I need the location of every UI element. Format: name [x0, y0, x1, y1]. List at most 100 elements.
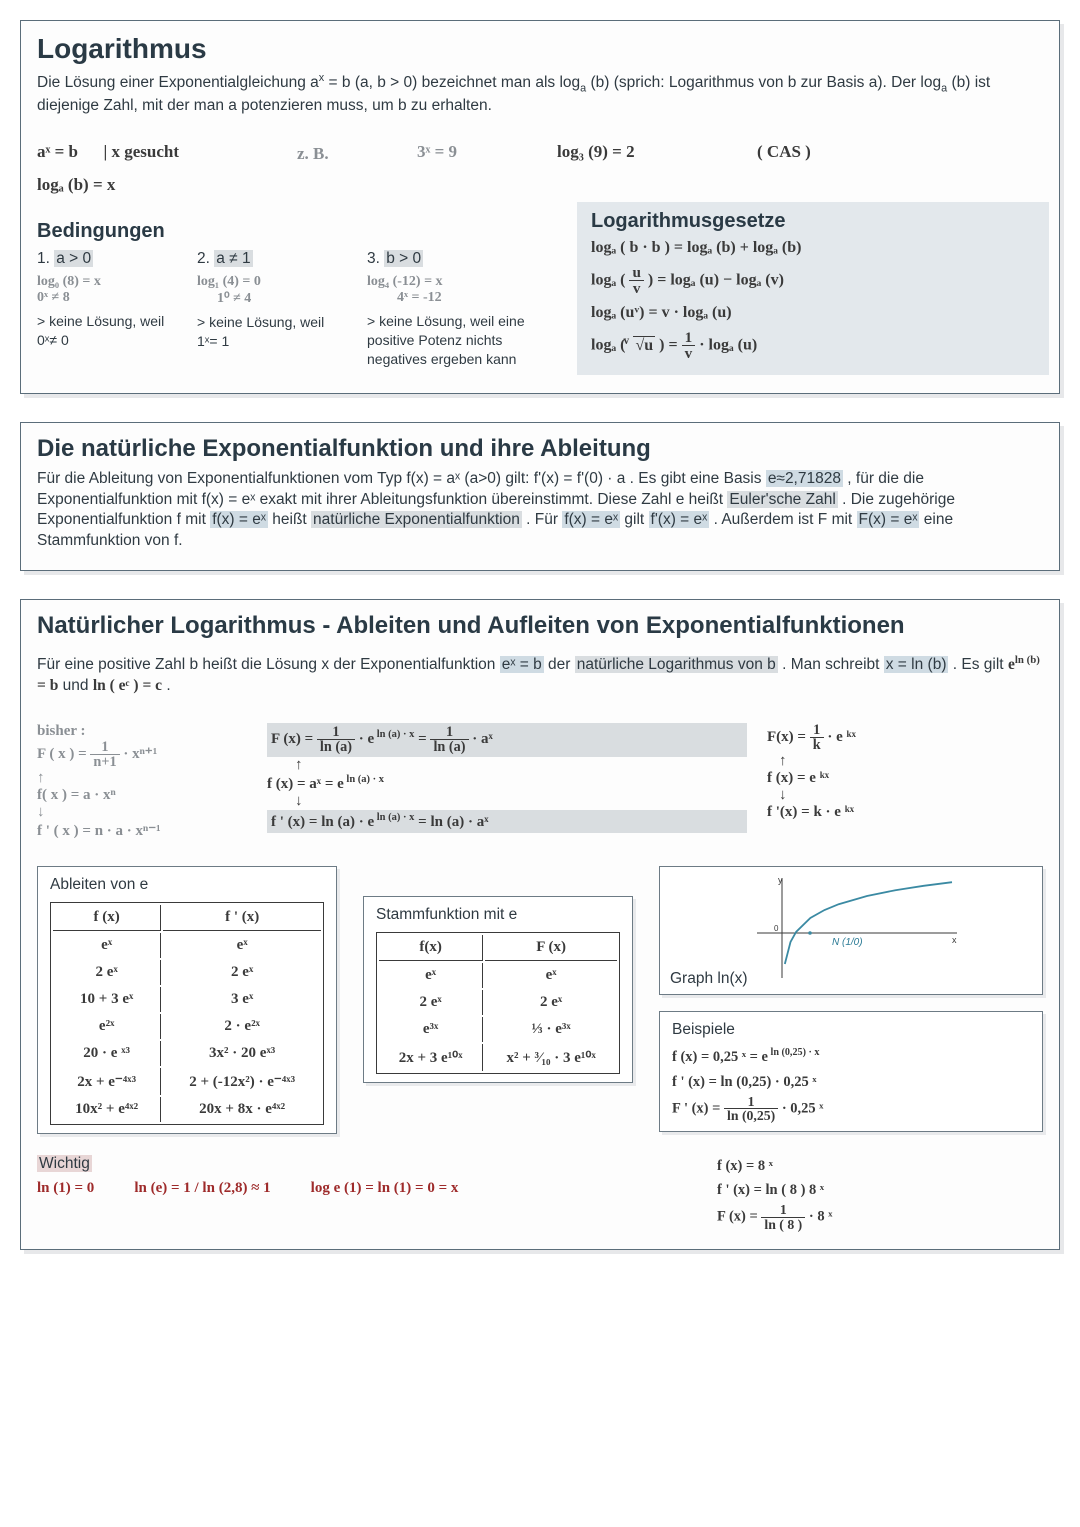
eq: log₁ (4) = 0 [197, 274, 367, 290]
panel-natuerliche-exp: Die natürliche Exponentialfunktion und i… [20, 422, 1060, 572]
txt: · xⁿ⁺¹ [123, 746, 157, 762]
txt: u [644, 337, 653, 354]
laws-block: Logarithmusgesetze logₐ ( b · b ) = logₐ… [577, 202, 1049, 375]
bed-col-1: 1. a > 0 log₀ (8) = x 0ˣ ≠ 8 > keine Lös… [37, 249, 197, 369]
bed-col-2: 2. a ≠ 1 log₁ (4) = 0 1⁰ ≠ 4 > keine Lös… [197, 249, 367, 369]
panel-logarithmus: Logarithmus Die Lösung einer Exponential… [20, 20, 1060, 394]
eq: ln (1) = 0 [37, 1180, 94, 1197]
arrow-down-icon [37, 804, 247, 821]
txt: 3. [367, 250, 380, 267]
table-cell: 20x + 8x · e⁴ˣ² [163, 1097, 321, 1122]
svg-text:x: x [952, 935, 957, 945]
table-stamm-box: Stammfunktion mit e f(x)F (x) eˣeˣ2 eˣ2 … [363, 896, 633, 1083]
txt: F(x) = eˣ [857, 511, 920, 528]
table-stamm: f(x)F (x) eˣeˣ2 eˣ2 eˣe³ˣ⅓ · e³ˣ2x + 3 e… [376, 932, 620, 1074]
law: logₐ ( b · b ) = logₐ (b) + logₐ (b) [591, 239, 1039, 257]
table-cell: x² + ³⁄₁₀ · 3 e¹⁰ˣ [485, 1044, 617, 1071]
col-header: f(x) [379, 935, 483, 961]
eq: log₀ (8) = x [37, 274, 197, 290]
txt: f(x) = eˣ [562, 511, 620, 528]
eq: 1⁰ ≠ 4 [197, 290, 367, 307]
table-cell: ⅓ · e³ˣ [485, 1017, 617, 1042]
eq: ( CAS ) [757, 142, 811, 195]
txt: 1 [317, 725, 355, 740]
bedingungen-title: Bedingungen [37, 220, 577, 243]
txt: . Es gilt [953, 656, 1008, 673]
txt: = b [37, 677, 58, 694]
law: logₐ ( uv ) = logₐ (u) − logₐ (v) [591, 265, 1039, 296]
beispiele-title: Beispiele [672, 1020, 1030, 1041]
txt: n+1 [90, 755, 119, 769]
txt: und [63, 677, 93, 694]
txt: f'(x) = eˣ [649, 511, 710, 528]
eq: z. B. [297, 142, 417, 195]
eq: F ( x ) = 1n+1 · xⁿ⁺¹ [37, 740, 247, 770]
txt: ln (0,25) [724, 1109, 778, 1123]
wichtig-eqs: ln (1) = 0 ln (e) = 1 / ln (2,8) ≈ 1 log… [37, 1180, 717, 1197]
txt: · aˣ [472, 731, 493, 747]
txt: ln (b) [1015, 654, 1040, 666]
txt: ln (a) [317, 740, 355, 754]
table-stamm-title: Stammfunktion mit e [376, 905, 620, 926]
txt: a ≠ 1 [214, 250, 252, 267]
txt: heißt [272, 511, 311, 528]
txt: · 0,25 ˣ [782, 1100, 824, 1116]
table-cell: 2x + 3 e¹⁰ˣ [379, 1044, 483, 1071]
txt: natürliche Exponentialfunktion [311, 511, 522, 528]
txt: ln ( eᶜ ) = c [93, 677, 162, 694]
txt: gilt [624, 511, 648, 528]
txt: 1. [37, 250, 50, 267]
ln-graph: y x 0 N (1/0) [752, 873, 962, 983]
txt: ln ( 8 ) [761, 1218, 805, 1232]
panel-natuerlicher-log: Natürlicher Logarithmus - Ableiten und A… [20, 599, 1060, 1250]
txt: = b (a, b > 0) bezeichnet man als log [329, 74, 581, 91]
txt: e≈2,71828 [766, 470, 843, 487]
wichtig-title: Wichtig [37, 1154, 717, 1175]
svg-text:N (1/0): N (1/0) [832, 937, 863, 948]
graph-title: Graph ln(x) [670, 969, 748, 990]
table-ableiten-box: Ableiten von e f (x)f ' (x) eˣeˣ2 eˣ2 eˣ… [37, 866, 337, 1134]
txt: 1 [430, 725, 468, 740]
txt: . [166, 677, 170, 694]
txt: ) = [659, 337, 681, 354]
table-cell: 2x + e⁻⁴ˣ³ [53, 1068, 161, 1095]
txt: u [629, 265, 643, 281]
txt: F (x) = [271, 731, 317, 747]
table-cell: eˣ [485, 963, 617, 988]
eq: 4ˣ = -12 [367, 290, 567, 306]
table-cell: e³ˣ [379, 1017, 483, 1042]
deriv-col-mid: F (x) = 1ln (a) · e ln (a) · x = 1ln (a)… [267, 723, 747, 840]
txt: | x gesucht [104, 142, 180, 161]
table-cell: eˣ [163, 933, 321, 958]
eq: f ' ( x ) = n · a · xⁿ⁻¹ [37, 821, 247, 840]
txt: aˣ = b [37, 142, 78, 161]
txt: f (x) = 0,25 ˣ = e [672, 1049, 768, 1065]
panel2-text: Für die Ableitung von Exponentialfunktio… [37, 469, 1043, 553]
graph-box: Graph ln(x) y x 0 N (1/0) [659, 866, 1043, 995]
txt: natürliche Logarithmus von b [575, 656, 778, 673]
panel1-lower: Bedingungen 1. a > 0 log₀ (8) = x 0ˣ ≠ 8… [37, 206, 1043, 375]
table-cell: e²ˣ [53, 1014, 161, 1039]
table-cell: eˣ [379, 963, 483, 988]
table-cell: 2 eˣ [485, 990, 617, 1015]
txt: (b) (sprich: Logarithmus von b zur Basis… [590, 74, 941, 91]
txt: ln (a) · x [344, 774, 384, 785]
right-column: Graph ln(x) y x 0 N (1/0) Beispiele f (x… [659, 866, 1043, 1133]
txt: v [629, 281, 643, 296]
eq: aˣ = b | x gesucht [37, 142, 297, 162]
txt: = [418, 731, 430, 747]
note: > keine Lösung, weil 0ˣ≠ 0 [37, 312, 177, 350]
panel2-title: Die natürliche Exponentialfunktion und i… [37, 435, 1043, 463]
deriv-col-left: bisher : F ( x ) = 1n+1 · xⁿ⁺¹ f( x ) = … [37, 723, 247, 840]
eq: f ' (x) = ln (0,25) · 0,25 ˣ [672, 1070, 1030, 1095]
txt: 1 [810, 723, 824, 738]
eq: log₄ (-12) = x [367, 274, 567, 290]
table-cell: 3 eˣ [163, 987, 321, 1012]
eq: f (x) = 8 ˣ [717, 1154, 1043, 1179]
table-cell: 2 · e²ˣ [163, 1014, 321, 1039]
txt: F ' (x) = [672, 1100, 724, 1116]
eq: log₃ (9) = 2 [557, 142, 757, 195]
txt: · 8 ˣ [809, 1208, 833, 1224]
eq: f( x ) = a · xⁿ [37, 787, 247, 804]
col-header: f ' (x) [163, 905, 321, 931]
